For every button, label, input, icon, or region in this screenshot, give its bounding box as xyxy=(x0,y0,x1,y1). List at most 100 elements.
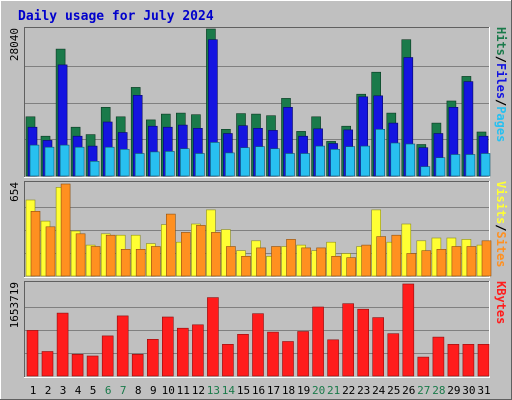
bar-kbytes-day-15 xyxy=(237,333,249,377)
x-tick-label-day-20: 20 xyxy=(312,384,325,397)
bar-sites-day-8 xyxy=(135,249,146,277)
bar-kbytes-day-13 xyxy=(207,297,219,377)
bar-pages-day-14 xyxy=(225,152,235,177)
bar-pages-day-26 xyxy=(405,143,416,177)
bar-kbytes-day-18 xyxy=(282,341,294,377)
legend-visits: Visits xyxy=(494,181,508,224)
x-tick-label-day-1: 1 xyxy=(30,384,37,397)
bar-sites-day-30 xyxy=(466,246,477,277)
bar-kbytes-day-12 xyxy=(192,324,204,377)
x-tick-label-day-27: 27 xyxy=(417,384,430,397)
bar-sites-day-27 xyxy=(421,250,432,277)
x-tick-label-day-13: 13 xyxy=(207,384,220,397)
bar-sites-day-28 xyxy=(436,249,447,277)
bar-pages-day-18 xyxy=(285,153,295,177)
bar-pages-day-11 xyxy=(180,148,190,177)
bar-kbytes-day-31 xyxy=(477,343,490,377)
bar-sites-day-16 xyxy=(256,247,266,277)
bar-sites-day-6 xyxy=(105,234,116,277)
bar-kbytes-day-5 xyxy=(86,355,99,377)
x-tick-label-day-7: 7 xyxy=(120,384,127,397)
x-tick-label-day-17: 17 xyxy=(267,384,280,397)
bar-pages-day-8 xyxy=(134,153,145,177)
x-tick-label-day-10: 10 xyxy=(162,384,175,397)
legend: KBytes xyxy=(494,281,508,324)
bar-kbytes-day-4 xyxy=(71,353,84,377)
bars-visits-sites xyxy=(25,183,492,277)
bar-pages-day-10 xyxy=(165,151,175,177)
bar-kbytes-day-11 xyxy=(177,327,189,377)
bar-kbytes-day-30 xyxy=(462,343,475,377)
bar-visits-day-26 xyxy=(401,223,412,277)
bar-pages-day-3 xyxy=(59,144,70,177)
bar-kbytes-day-1 xyxy=(26,330,39,377)
bar-pages-day-24 xyxy=(375,129,386,177)
bar-kbytes-day-19 xyxy=(297,331,309,377)
bar-pages-day-30 xyxy=(465,154,476,177)
x-tick-label-day-6: 6 xyxy=(105,384,112,397)
bar-pages-day-5 xyxy=(89,161,100,177)
legend-separator: / xyxy=(494,56,508,63)
legend-files: Files xyxy=(494,63,508,99)
x-tick-label-day-21: 21 xyxy=(327,384,340,397)
x-tick-label-day-25: 25 xyxy=(387,384,400,397)
bar-pages-day-6 xyxy=(104,146,115,177)
x-tick-label-day-28: 28 xyxy=(432,384,445,397)
bar-kbytes-day-21 xyxy=(327,339,339,377)
bar-pages-day-31 xyxy=(480,153,491,177)
legend-sites: Sites xyxy=(494,231,508,267)
bar-sites-day-18 xyxy=(286,239,296,277)
bar-pages-day-12 xyxy=(195,153,205,177)
bar-sites-day-3 xyxy=(60,183,71,277)
bar-pages-day-19 xyxy=(300,153,310,177)
bar-kbytes-day-26 xyxy=(402,283,415,377)
x-tick-label-day-30: 30 xyxy=(462,384,475,397)
bar-sites-day-31 xyxy=(481,240,492,277)
x-tick-label-day-14: 14 xyxy=(222,384,236,397)
bar-sites-day-14 xyxy=(226,246,236,277)
bar-sites-day-12 xyxy=(196,225,206,277)
bar-sites-day-7 xyxy=(120,249,131,277)
x-tick-label-day-18: 18 xyxy=(282,384,295,397)
bar-sites-day-9 xyxy=(151,246,161,277)
legend-separator: / xyxy=(494,224,508,231)
legend: Visits/Sites xyxy=(494,181,508,268)
x-tick-label-day-19: 19 xyxy=(297,384,310,397)
panel-visits-sites: 654 Visits/Sites xyxy=(8,181,508,278)
x-tick-label-day-15: 15 xyxy=(237,384,250,397)
bar-pages-day-20 xyxy=(315,145,325,177)
x-tick-label-day-24: 24 xyxy=(372,384,386,397)
bar-pages-day-7 xyxy=(119,149,130,177)
x-tick-label-day-3: 3 xyxy=(60,384,67,397)
legend-pages: Pages xyxy=(494,106,508,142)
bar-sites-day-13 xyxy=(211,232,221,277)
bar-sites-day-22 xyxy=(346,257,357,277)
bar-kbytes-day-10 xyxy=(162,316,174,377)
x-tick-label-day-9: 9 xyxy=(150,384,157,397)
x-tick-label-day-16: 16 xyxy=(252,384,265,397)
bar-kbytes-day-3 xyxy=(56,312,69,377)
bar-sites-day-26 xyxy=(406,253,417,277)
chart-title: Daily usage for July 2024 xyxy=(18,9,214,24)
bar-pages-day-16 xyxy=(255,146,265,177)
bar-sites-day-20 xyxy=(316,247,326,277)
x-tick-label-day-23: 23 xyxy=(357,384,370,397)
bars-hits-files-pages xyxy=(25,28,491,177)
bar-kbytes-day-28 xyxy=(432,336,445,377)
panel-kbytes: 1653719 KBytes xyxy=(8,281,508,378)
bar-kbytes-day-27 xyxy=(417,356,430,377)
legend-kbytes: KBytes xyxy=(494,281,508,324)
y-max-label: 654 xyxy=(8,182,21,202)
bar-kbytes-day-25 xyxy=(387,333,400,377)
bar-sites-day-10 xyxy=(166,213,176,277)
bar-sites-day-29 xyxy=(451,246,462,277)
bar-kbytes-day-24 xyxy=(372,317,385,377)
bar-pages-day-21 xyxy=(330,149,340,177)
bar-pages-day-13 xyxy=(210,142,220,177)
bar-pages-day-22 xyxy=(345,146,356,177)
bar-pages-day-28 xyxy=(435,157,446,177)
bar-kbytes-day-17 xyxy=(267,331,279,377)
panel-hits-files-pages: 28040 Hits/Files/Pages xyxy=(8,27,508,178)
